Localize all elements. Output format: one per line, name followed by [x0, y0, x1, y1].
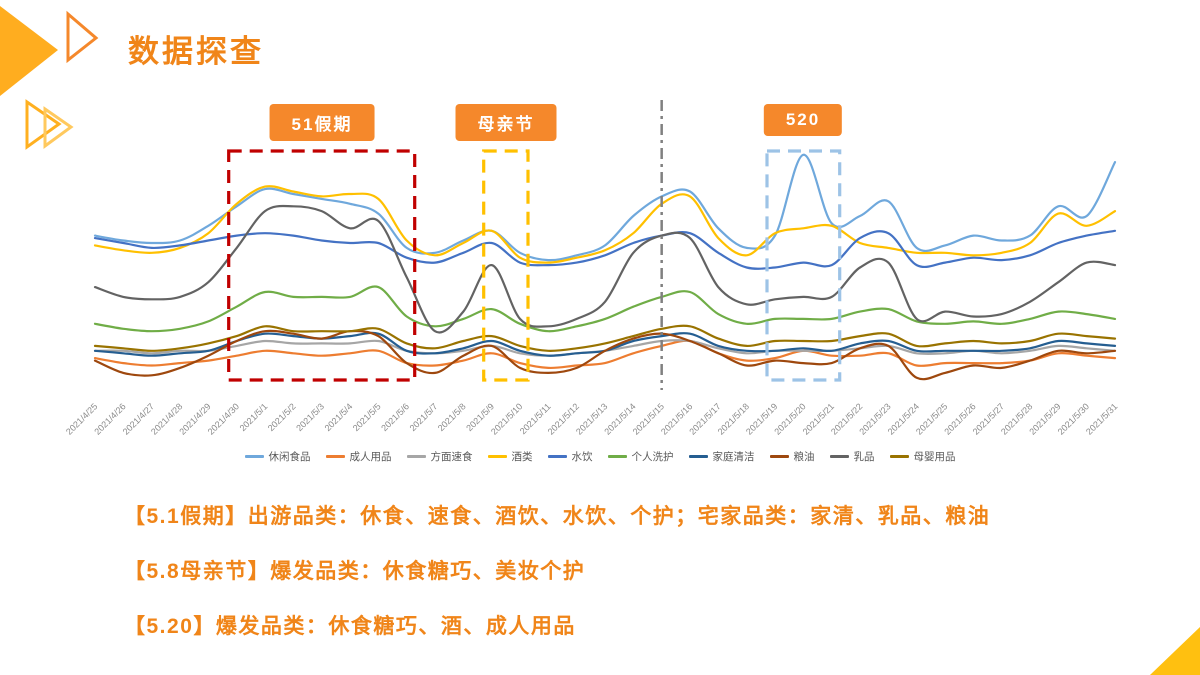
outline-triangle-icon — [66, 10, 99, 64]
insight-notes: 【5.1假期】出游品类：休食、速食、酒饮、水饮、个护；宅家品类：家清、乳品、粮油… — [124, 500, 990, 665]
legend-swatch — [607, 455, 627, 458]
x-axis-label: 2021/5/5 — [351, 401, 383, 433]
legend-label: 母婴用品 — [913, 451, 956, 463]
legend-label: 水饮 — [571, 451, 593, 463]
legend-item: 酒类 — [487, 449, 533, 464]
x-axis-label: 2021/5/8 — [436, 401, 468, 433]
legend-item: 粮油 — [769, 449, 815, 464]
legend-swatch — [406, 455, 426, 458]
legend-swatch — [769, 455, 789, 458]
legend: 休闲食品 成人用品 方面速食 酒类 水饮 个人洗护 家庭清洁 粮油 乳品 母婴用品 — [0, 449, 1200, 464]
legend-label: 成人用品 — [349, 451, 392, 463]
legend-label: 个人洗护 — [631, 451, 674, 463]
x-axis-label: 2021/5/4 — [323, 401, 355, 433]
legend-label: 酒类 — [511, 451, 533, 463]
series-line — [93, 324, 1117, 352]
solid-triangle-shape — [1150, 627, 1200, 675]
legend-item: 休闲食品 — [244, 449, 311, 464]
legend-item: 成人用品 — [325, 449, 392, 464]
legend-item: 水饮 — [547, 449, 593, 464]
series-line — [93, 285, 1117, 333]
legend-label: 家庭清洁 — [712, 451, 755, 463]
legend-item: 母婴用品 — [889, 449, 956, 464]
legend-swatch — [244, 455, 264, 458]
x-axis-label: 2021/4/30 — [206, 401, 241, 436]
legend-label: 粮油 — [793, 451, 815, 463]
note-line-520: 【5.20】爆发品类：休食糖巧、酒、成人用品 — [124, 615, 576, 638]
legend-swatch — [829, 455, 849, 458]
legend-item: 方面速食 — [406, 449, 473, 464]
note-line-51: 【5.1假期】出游品类：休食、速食、酒饮、水饮、个护；宅家品类：家清、乳品、粮油 — [124, 505, 991, 528]
x-axis-label: 2021/5/6 — [379, 401, 411, 433]
series-line — [93, 229, 1117, 270]
highlight-box — [227, 149, 417, 382]
legend-label: 休闲食品 — [268, 451, 311, 463]
x-axis-label: 2021/5/7 — [408, 401, 440, 433]
solid-triangle-shape — [0, 6, 58, 96]
series-line — [93, 339, 1117, 370]
line-chart: 2021/4/252021/4/262021/4/272021/4/282021… — [64, 100, 1119, 437]
legend-swatch — [688, 455, 708, 458]
x-axis-label: 2021/5/1 — [238, 401, 270, 433]
legend-item: 家庭清洁 — [688, 449, 755, 464]
series-line — [93, 329, 1117, 381]
series-line — [93, 185, 1117, 264]
highlight-box — [765, 149, 842, 382]
legend-swatch — [889, 455, 909, 458]
legend-label: 乳品 — [853, 451, 875, 463]
x-axis-label: 2021/5/3 — [294, 401, 326, 433]
page-title: 数据探查 — [128, 34, 264, 69]
series-line — [93, 204, 1117, 334]
bottom-right-triangle — [1150, 627, 1200, 675]
legend-label: 方面速食 — [430, 451, 473, 463]
note-line-mothersday: 【5.8母亲节】爆发品类：休食糖巧、美妆个护 — [124, 560, 586, 583]
highlight-box — [482, 149, 530, 382]
legend-swatch — [547, 455, 567, 458]
legend-item: 乳品 — [829, 449, 875, 464]
series-line — [93, 153, 1117, 262]
legend-swatch — [487, 455, 507, 458]
x-axis-label: 2021/5/2 — [266, 401, 298, 433]
legend-item: 个人洗护 — [607, 449, 674, 464]
legend-swatch — [325, 455, 345, 458]
